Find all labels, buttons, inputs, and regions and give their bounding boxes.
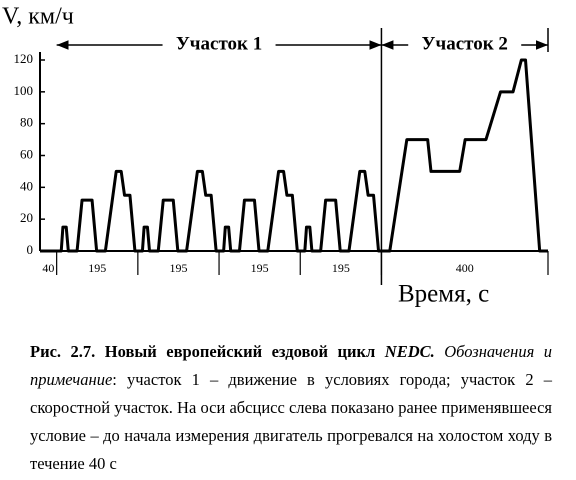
y-tick-label: 40 (20, 178, 33, 193)
segment-label: 195 (332, 261, 350, 275)
y-tick-label: 60 (20, 146, 33, 161)
y-tick-label: 0 (27, 242, 34, 257)
caption-nedc: NEDC. (384, 342, 435, 361)
segment-label: 195 (169, 261, 187, 275)
caption: Рис. 2.7. Новый европейский ездовой цикл… (30, 338, 552, 478)
section-label: Участок 2 (422, 33, 508, 54)
speed-line (40, 58, 548, 253)
x-axis-label: Время, с (398, 281, 489, 308)
chart: V, км/ч Время, с 0 20 40 60 80 100 120 40 195 195… (2, 4, 549, 308)
segment-label: 195 (251, 261, 269, 275)
y-axis-label: V, км/ч (2, 4, 74, 30)
segment-label: 195 (88, 261, 106, 275)
y-tick-label: 80 (20, 115, 33, 130)
section-label: Участок 1 (176, 33, 262, 54)
y-tick-label: 120 (14, 51, 34, 66)
caption-note: Обозначения и примечание (30, 342, 552, 389)
y-tick-label: 100 (14, 83, 34, 98)
segment-label: 400 (456, 261, 474, 275)
segment-label: 40 (42, 261, 54, 275)
caption-lead: Рис. 2.7. Новый европейский ездовой цикл (30, 342, 385, 361)
y-tick-label: 20 (20, 210, 33, 225)
caption-text: : участок 1 – движение в условиях города… (30, 370, 552, 473)
